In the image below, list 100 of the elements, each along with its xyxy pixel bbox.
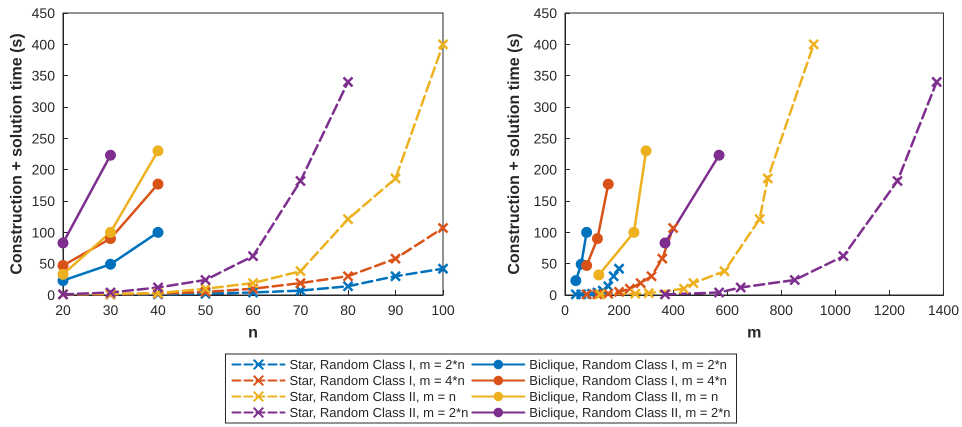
point <box>594 288 606 300</box>
point <box>152 226 164 238</box>
point <box>152 145 164 156</box>
legend-label: Star, Random Class II, m = 2*n <box>289 405 468 420</box>
point <box>247 277 259 289</box>
point <box>58 268 68 280</box>
point <box>659 288 671 300</box>
x-tick-label: 50 <box>198 302 214 318</box>
y-axis-title: Construction + solution time (s) <box>506 33 524 275</box>
point <box>342 270 354 282</box>
point <box>437 262 449 274</box>
point <box>592 233 603 244</box>
point <box>437 222 449 234</box>
x-tick-label: 80 <box>340 302 356 318</box>
y-tick-label: 350 <box>534 68 558 84</box>
y-tick-label: 100 <box>534 224 558 240</box>
point <box>105 226 116 238</box>
x-tick-label: 20 <box>55 302 71 318</box>
point <box>678 282 690 294</box>
y-tick-label: 200 <box>534 162 558 178</box>
point <box>200 282 212 294</box>
x-tick-label: 1000 <box>820 302 852 318</box>
y-tick-label: 200 <box>32 162 56 178</box>
point <box>713 286 725 298</box>
point <box>570 288 582 300</box>
y-axis-title: Construction + solution time (s) <box>8 33 26 275</box>
point <box>581 226 592 238</box>
legend-label: Biclique, Random Class II, m = n <box>529 389 718 404</box>
point <box>437 38 449 50</box>
y-tick-label: 450 <box>534 5 558 21</box>
point <box>342 76 354 88</box>
x-tick-label: 800 <box>770 302 794 318</box>
y-tick-label: 150 <box>534 193 558 209</box>
point <box>656 252 668 264</box>
y-tick-label: 350 <box>32 68 56 84</box>
y-tick-label: 50 <box>39 256 56 272</box>
point <box>390 252 402 264</box>
legend-label: Star, Random Class II, m = n <box>289 389 456 404</box>
point <box>581 260 592 272</box>
x-tick-label: 30 <box>102 302 118 318</box>
x-tick-label: 600 <box>716 302 740 318</box>
x-axis-title: m <box>747 324 762 342</box>
point <box>58 237 68 248</box>
point <box>718 265 730 277</box>
point <box>570 275 582 286</box>
point <box>930 76 942 88</box>
x-axis-title: n <box>248 324 258 342</box>
point <box>105 258 116 270</box>
y-tick-label: 0 <box>549 287 558 303</box>
point <box>294 265 306 277</box>
point <box>630 288 642 300</box>
point <box>808 38 820 50</box>
point <box>294 175 306 187</box>
point <box>754 213 766 225</box>
point <box>838 250 850 262</box>
point <box>105 150 116 161</box>
y-tick-label: 450 <box>32 5 56 21</box>
x-tick-label: 70 <box>292 302 308 318</box>
point <box>640 145 652 156</box>
x-tick-label: 90 <box>388 302 404 318</box>
point <box>390 270 402 282</box>
point <box>294 277 306 289</box>
x-tick-label: 0 <box>561 302 570 318</box>
legend-label: Biclique, Random Class I, m = 2*n <box>529 357 727 372</box>
y-tick-label: 150 <box>32 193 56 209</box>
point <box>390 172 402 184</box>
point <box>247 250 259 262</box>
point <box>688 277 700 289</box>
y-tick-label: 250 <box>32 130 56 146</box>
legend-label: Biclique, Random Class I, m = 4*n <box>529 373 727 388</box>
point <box>613 262 625 274</box>
point <box>342 280 354 292</box>
point <box>714 150 725 161</box>
y-tick-label: 300 <box>32 99 56 115</box>
point <box>762 172 774 184</box>
point <box>667 222 679 234</box>
y-tick-label: 100 <box>32 224 56 240</box>
point <box>613 286 625 298</box>
point <box>200 274 212 286</box>
y-tick-label: 300 <box>534 99 558 115</box>
y-tick-label: 250 <box>534 130 558 146</box>
x-tick-label: 40 <box>150 302 166 318</box>
x-tick-label: 1400 <box>928 302 960 318</box>
point <box>58 260 68 272</box>
x-tick-label: 1200 <box>874 302 906 318</box>
point <box>152 178 164 190</box>
point <box>643 287 655 299</box>
point <box>602 178 614 190</box>
point <box>342 213 354 225</box>
x-tick-label: 200 <box>607 302 631 318</box>
point <box>660 237 671 248</box>
point <box>634 277 646 289</box>
y-tick-label: 400 <box>32 36 56 52</box>
y-tick-label: 50 <box>541 256 558 272</box>
point <box>646 270 658 282</box>
legend-label: Biclique, Random Class II, m = 2*n <box>529 405 731 420</box>
point <box>608 270 620 282</box>
x-tick-label: 60 <box>245 302 261 318</box>
legend-label: Star, Random Class I, m = 4*n <box>289 373 465 388</box>
y-tick-label: 0 <box>47 287 56 303</box>
